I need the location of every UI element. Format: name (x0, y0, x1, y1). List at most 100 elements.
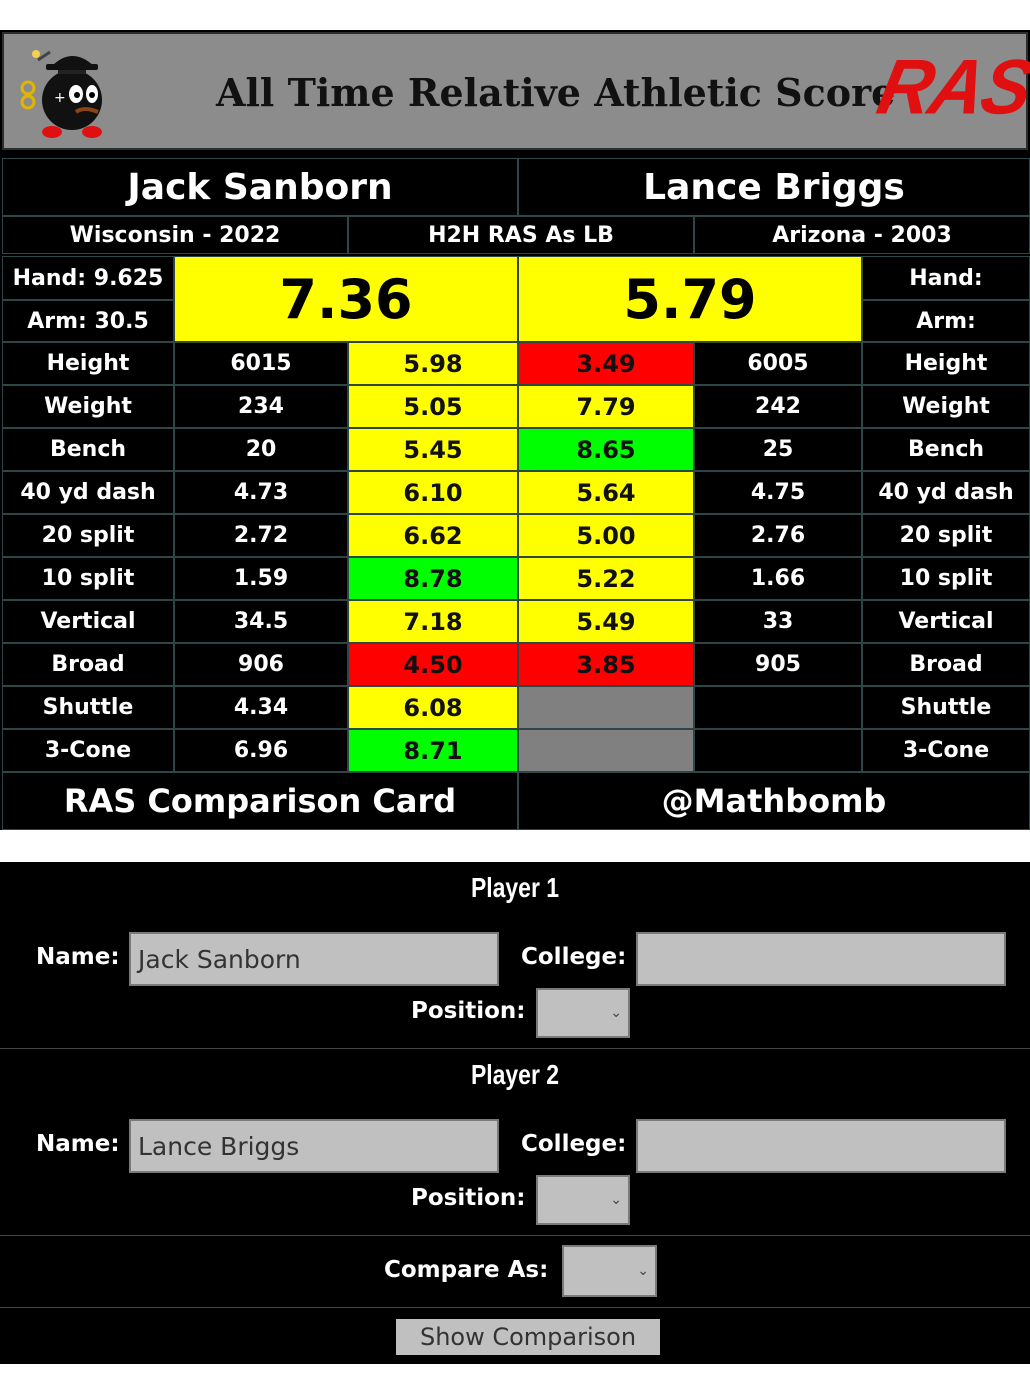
p1-measurement: 1.59 (174, 557, 348, 600)
p1-metric-score: 5.05 (348, 385, 518, 428)
p1-measurement: 4.73 (174, 471, 348, 514)
player1-hand: Hand: 9.625 (2, 256, 174, 300)
p1-measurement: 6.96 (174, 729, 348, 772)
p1-row-label: Height (2, 342, 174, 385)
p2-row-label: 10 split (862, 557, 1030, 600)
p2-metric-score: 5.00 (518, 514, 694, 557)
p1-metric-score: 7.18 (348, 600, 518, 643)
player1-name: Jack Sanborn (2, 158, 518, 216)
player1-ras-score: 7.36 (174, 256, 518, 342)
player2-position-label: Position: (411, 1185, 526, 1211)
p2-measurement: 6005 (694, 342, 862, 385)
ras-logo: RAS (870, 42, 1030, 131)
player2-position-select[interactable]: ⌄ (536, 1175, 630, 1225)
player2-ras-score: 5.79 (518, 256, 862, 342)
footer-title: RAS Comparison Card (2, 772, 518, 830)
p2-row-label: 3-Cone (862, 729, 1030, 772)
player1-school: Wisconsin - 2022 (2, 216, 348, 254)
footer-handle: @Mathbomb (518, 772, 1030, 830)
p1-metric-score: 8.78 (348, 557, 518, 600)
p2-measurement: 1.66 (694, 557, 862, 600)
p2-metric-score: 5.64 (518, 471, 694, 514)
banner: + All Time Relative Athletic Score RAS (2, 32, 1030, 150)
show-comparison-button[interactable]: Show Comparison (396, 1319, 660, 1355)
ras-comparison-card: + All Time Relative Athletic Score RAS J… (0, 30, 1030, 830)
player1-name-input[interactable]: Jack Sanborn (129, 932, 499, 986)
p1-measurement: 6015 (174, 342, 348, 385)
p2-metric-score: 5.49 (518, 600, 694, 643)
p1-row-label: Vertical (2, 600, 174, 643)
svg-text:+: + (54, 90, 66, 106)
p2-measurement: 2.76 (694, 514, 862, 557)
p2-metric-score: 8.65 (518, 428, 694, 471)
p2-measurement (694, 686, 862, 729)
player1-position-select[interactable]: ⌄ (536, 988, 630, 1038)
center-label: H2H RAS As LB (348, 216, 694, 254)
p2-row-label: Bench (862, 428, 1030, 471)
divider (0, 1235, 1030, 1236)
player2-college-input[interactable] (636, 1119, 1006, 1173)
p1-metric-score: 6.08 (348, 686, 518, 729)
p2-row-label: Broad (862, 643, 1030, 686)
p2-measurement: 33 (694, 600, 862, 643)
p1-row-label: Broad (2, 643, 174, 686)
player1-heading: Player 1 (470, 872, 560, 903)
p2-measurement: 242 (694, 385, 862, 428)
p1-measurement: 906 (174, 643, 348, 686)
p1-metric-score: 5.98 (348, 342, 518, 385)
player2-heading: Player 2 (470, 1059, 560, 1090)
p1-row-label: Shuttle (2, 686, 174, 729)
p1-metric-score: 4.50 (348, 643, 518, 686)
p1-metric-score: 5.45 (348, 428, 518, 471)
player2-school: Arizona - 2003 (694, 216, 1030, 254)
p1-row-label: Weight (2, 385, 174, 428)
divider (0, 1048, 1030, 1049)
player2-name: Lance Briggs (518, 158, 1030, 216)
player2-name-input[interactable]: Lance Briggs (129, 1119, 499, 1173)
compare-as-label: Compare As: (384, 1257, 549, 1283)
p2-metric-score (518, 729, 694, 772)
p1-measurement: 34.5 (174, 600, 348, 643)
p1-row-label: 10 split (2, 557, 174, 600)
chevron-down-icon: ⌄ (610, 1192, 622, 1208)
player2-hand: Hand: (862, 256, 1030, 300)
p2-row-label: Shuttle (862, 686, 1030, 729)
p1-metric-score: 8.71 (348, 729, 518, 772)
p2-metric-score: 3.49 (518, 342, 694, 385)
p2-row-label: Weight (862, 385, 1030, 428)
banner-title: All Time Relative Athletic Score (216, 70, 896, 115)
p2-row-label: 20 split (862, 514, 1030, 557)
p2-metric-score: 3.85 (518, 643, 694, 686)
p2-row-label: Vertical (862, 600, 1030, 643)
player2-arm: Arm: (862, 300, 1030, 342)
p1-measurement: 20 (174, 428, 348, 471)
bomb-mascot-icon: + (20, 50, 102, 138)
p1-metric-score: 6.62 (348, 514, 518, 557)
chevron-down-icon: ⌄ (610, 1005, 622, 1021)
p1-row-label: 40 yd dash (2, 471, 174, 514)
p2-measurement: 4.75 (694, 471, 862, 514)
p1-row-label: 3-Cone (2, 729, 174, 772)
p2-metric-score: 5.22 (518, 557, 694, 600)
player2-college-label: College: (521, 1131, 627, 1157)
p1-measurement: 234 (174, 385, 348, 428)
p1-measurement: 4.34 (174, 686, 348, 729)
chevron-down-icon: ⌄ (637, 1263, 649, 1279)
p2-row-label: 40 yd dash (862, 471, 1030, 514)
p2-measurement (694, 729, 862, 772)
p2-row-label: Height (862, 342, 1030, 385)
p2-measurement: 25 (694, 428, 862, 471)
player2-name-label: Name: (36, 1131, 120, 1157)
p2-metric-score: 7.79 (518, 385, 694, 428)
compare-as-select[interactable]: ⌄ (562, 1245, 657, 1297)
p1-metric-score: 6.10 (348, 471, 518, 514)
p2-measurement: 905 (694, 643, 862, 686)
p1-row-label: 20 split (2, 514, 174, 557)
player1-position-label: Position: (411, 998, 526, 1024)
player1-college-label: College: (521, 944, 627, 970)
player1-college-input[interactable] (636, 932, 1006, 986)
p1-row-label: Bench (2, 428, 174, 471)
divider (0, 1307, 1030, 1308)
p2-metric-score (518, 686, 694, 729)
player1-name-label: Name: (36, 944, 120, 970)
